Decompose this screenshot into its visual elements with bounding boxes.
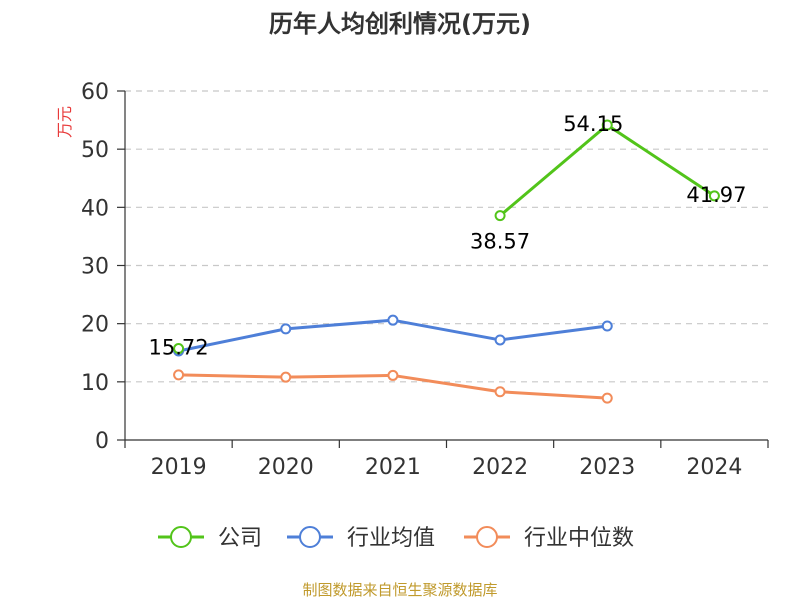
y-axis-label: 万元 <box>55 106 74 138</box>
data-point <box>280 371 292 383</box>
y-tick-label: 0 <box>95 429 109 454</box>
x-tick-label: 2021 <box>365 455 421 480</box>
source-note: 制图数据来自恒生聚源数据库 <box>302 581 497 599</box>
legend-item-1[interactable]: 行业均值 <box>287 526 435 551</box>
data-point <box>387 314 399 326</box>
data-point <box>601 119 613 131</box>
series-0 <box>173 119 720 355</box>
data-point <box>494 386 506 398</box>
y-tick-label: 40 <box>81 196 109 221</box>
data-labels: 15.72 38.57 54.15 41.97 <box>149 112 747 360</box>
data-label: 15.72 <box>149 336 209 360</box>
data-point <box>387 369 399 381</box>
x-tick-label: 2022 <box>472 455 528 480</box>
data-point <box>708 190 720 202</box>
y-tick-label: 60 <box>81 80 109 105</box>
legend-label: 公司 <box>218 526 262 551</box>
legend: 公司 行业均值 行业中位数 <box>158 526 634 551</box>
data-point <box>494 210 506 222</box>
data-label: 38.57 <box>470 230 530 254</box>
chart-title: 历年人均创利情况(万元) <box>269 10 531 38</box>
x-tick-label: 2020 <box>258 455 314 480</box>
data-label: 41.97 <box>686 183 746 207</box>
series-1 <box>173 314 613 357</box>
y-tick-label: 30 <box>81 255 109 280</box>
data-label: 54.15 <box>563 112 623 136</box>
x-tick-label: 2019 <box>151 455 207 480</box>
legend-swatch-marker <box>170 526 192 548</box>
legend-label: 行业中位数 <box>524 526 634 551</box>
y-tick-label: 10 <box>81 371 109 396</box>
legend-item-0[interactable]: 公司 <box>158 526 262 551</box>
data-point <box>173 343 185 355</box>
data-point <box>601 320 613 332</box>
x-tick-label: 2023 <box>579 455 635 480</box>
legend-swatch-marker <box>299 526 321 548</box>
legend-swatch-marker <box>476 526 498 548</box>
series-layer <box>173 119 720 404</box>
y-tick-label: 20 <box>81 313 109 338</box>
axes: 0 10 20 30 40 50 60 2019 2020 2021 2022 2023 2024 <box>81 80 769 480</box>
y-tick-label: 50 <box>81 138 109 163</box>
gridlines <box>125 90 768 383</box>
legend-label: 行业均值 <box>347 526 435 551</box>
data-point <box>280 323 292 335</box>
x-tick-label: 2024 <box>686 455 742 480</box>
data-point <box>173 369 185 381</box>
data-point <box>601 392 613 404</box>
series-line <box>499 123 716 217</box>
data-point <box>494 334 506 346</box>
series-2 <box>173 369 613 404</box>
legend-item-2[interactable]: 行业中位数 <box>464 526 634 551</box>
